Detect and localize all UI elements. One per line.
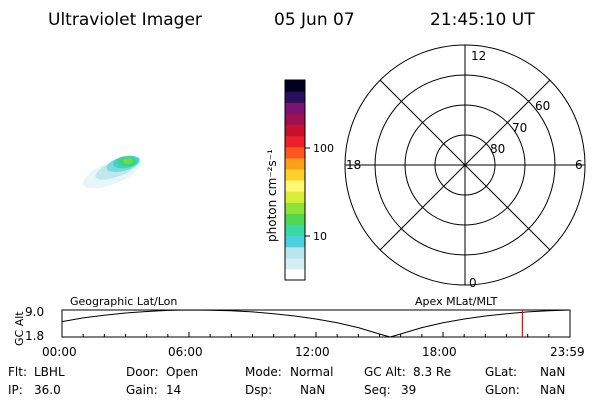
time-label: 21:45:10 UT	[430, 10, 535, 30]
gain-label: Gain:	[126, 383, 158, 397]
mlat-label-60: 60	[535, 99, 550, 113]
colorbar-units-label: photon cm⁻²s⁻¹	[265, 149, 279, 242]
gc-alt-label: GC Alt:	[364, 365, 406, 379]
blob-layer-6	[123, 158, 133, 164]
colorbar-tick-label-100: 100	[313, 142, 334, 155]
colorbar	[285, 80, 305, 281]
ytick-label-bottom: 1.8	[25, 329, 44, 343]
colorbar-segment	[285, 202, 305, 214]
colorbar-segment	[285, 146, 305, 159]
gc-alt-axis-label: GC Alt	[13, 311, 26, 346]
colorbar-segment	[285, 124, 305, 137]
colorbar-segment	[285, 80, 305, 92]
x-axis-ticks	[61, 332, 571, 337]
xtick-label-0600: 06:00	[168, 345, 203, 359]
uv-image-blob	[82, 155, 142, 189]
mlt-label-0: 0	[469, 276, 477, 290]
ip-value: 36.0	[34, 383, 61, 397]
dsp-value: NaN	[300, 383, 325, 397]
seq-value: 39	[401, 383, 416, 397]
glon-value: NaN	[540, 383, 565, 397]
apex-label: Apex MLat/MLT	[415, 295, 498, 308]
colorbar-segment	[285, 91, 305, 103]
colorbar-segment	[285, 168, 305, 181]
colorbar-segment	[285, 157, 305, 170]
mlt-label-18: 18	[346, 158, 361, 172]
door-value: Open	[166, 365, 198, 379]
colorbar-segment	[285, 191, 305, 203]
glon-label: GLon:	[485, 383, 520, 397]
glat-value: NaN	[540, 365, 565, 379]
polar-diagonal-2	[379, 79, 551, 251]
xtick-label-0000: 00:00	[42, 345, 77, 359]
colorbar-frame	[284, 79, 306, 281]
gain-value: 14	[166, 383, 181, 397]
ip-label: IP:	[8, 383, 23, 397]
glat-label: GLat:	[485, 365, 517, 379]
mode-label: Mode:	[245, 365, 282, 379]
colorbar-segment	[285, 224, 305, 237]
mode-value: Normal	[290, 365, 333, 379]
date-label: 05 Jun 07	[274, 10, 355, 30]
xtick-label-1800: 18:00	[422, 345, 457, 359]
door-label: Door:	[126, 365, 159, 379]
colorbar-segment	[285, 268, 305, 281]
mlat-label-80: 80	[490, 142, 505, 156]
colorbar-segment	[285, 135, 305, 148]
colorbar-segment	[285, 113, 305, 126]
polar-plot	[344, 44, 586, 286]
gc-alt-line	[61, 309, 571, 338]
mlt-label-6: 6	[575, 158, 583, 172]
colorbar-segment	[285, 102, 305, 114]
geographic-label: Geographic Lat/Lon	[70, 295, 177, 308]
colorbar-segment	[285, 246, 305, 259]
colorbar-tick-label-10: 10	[313, 230, 327, 243]
instrument-title: Ultraviolet Imager	[48, 10, 202, 30]
colorbar-segment	[285, 213, 305, 226]
dsp-label: Dsp:	[245, 383, 272, 397]
colorbar-segment	[285, 180, 305, 192]
status-panel: Flt: LBHL IP: 36.0 Door: Open Gain: 14 M…	[8, 365, 565, 397]
colorbar-segment	[285, 257, 305, 270]
gc-alt-value: 8.3 Re	[413, 365, 451, 379]
colorbar-segment	[285, 235, 305, 248]
xtick-label-1200: 12:00	[295, 345, 330, 359]
mlat-label-70: 70	[512, 121, 527, 135]
flt-value: LBHL	[34, 365, 65, 379]
xtick-label-2359: 23:59	[550, 345, 585, 359]
seq-label: Seq:	[364, 383, 391, 397]
mlt-label-12: 12	[471, 49, 486, 63]
ytick-label-top: 9.0	[25, 305, 44, 319]
flt-label: Flt:	[8, 365, 27, 379]
